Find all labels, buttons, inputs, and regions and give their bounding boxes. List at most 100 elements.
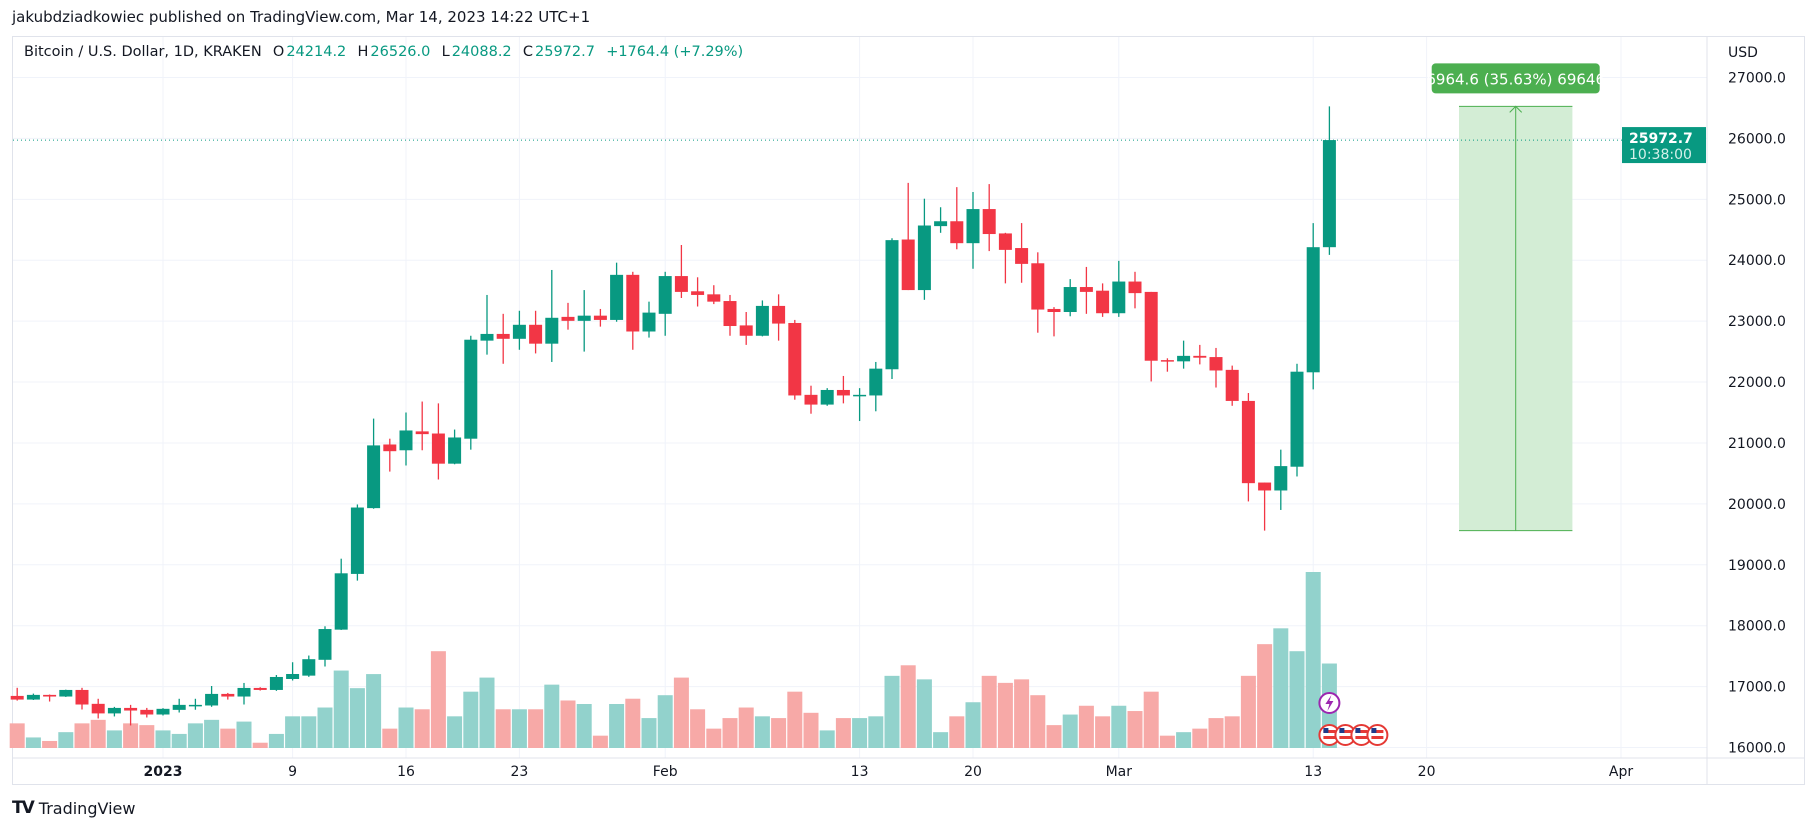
candle[interactable] (367, 418, 381, 509)
candle[interactable] (593, 308, 607, 327)
candle[interactable] (205, 685, 219, 707)
candle-body (512, 324, 526, 339)
us-flag-event-icon[interactable] (1366, 724, 1389, 746)
candle[interactable] (237, 682, 251, 705)
candle[interactable] (172, 698, 186, 713)
candle[interactable] (755, 300, 769, 337)
candle[interactable] (1209, 347, 1223, 388)
candle[interactable] (885, 238, 899, 380)
candle[interactable] (269, 675, 283, 691)
candle[interactable] (1290, 363, 1304, 477)
time-tick-label: 2023 (144, 764, 183, 780)
candle[interactable] (91, 698, 105, 719)
candle[interactable] (124, 704, 138, 726)
candle[interactable] (59, 689, 73, 697)
candle[interactable] (901, 182, 915, 291)
candle[interactable] (917, 198, 931, 300)
candle[interactable] (75, 687, 89, 710)
candle[interactable] (626, 271, 640, 350)
candle[interactable] (350, 504, 364, 581)
candle[interactable] (739, 312, 753, 345)
tradingview-logo[interactable]: TV TradingView (12, 798, 135, 818)
volume-bar (754, 716, 770, 748)
candle[interactable] (221, 692, 235, 700)
volume-bar (884, 675, 900, 748)
candle[interactable] (998, 232, 1012, 284)
candle[interactable] (1063, 279, 1077, 317)
candle[interactable] (448, 429, 462, 465)
candle[interactable] (577, 290, 591, 352)
candle[interactable] (26, 693, 40, 701)
close-label: C (522, 44, 533, 60)
candle[interactable] (723, 294, 737, 336)
candle[interactable] (950, 187, 964, 250)
candle[interactable] (140, 707, 154, 718)
candle[interactable] (188, 698, 202, 710)
candle[interactable] (804, 385, 818, 414)
candle[interactable] (691, 277, 705, 307)
candle[interactable] (431, 403, 445, 480)
candle[interactable] (1112, 260, 1126, 317)
candle[interactable] (658, 271, 672, 336)
candle[interactable] (1079, 266, 1093, 314)
candle[interactable] (642, 301, 656, 338)
us-flag-event-icon[interactable] (1350, 724, 1373, 746)
us-flag-event-icon[interactable] (1334, 724, 1357, 746)
candle[interactable] (1128, 271, 1142, 309)
candle[interactable] (869, 361, 883, 412)
candle[interactable] (610, 262, 624, 322)
volume-bar (236, 721, 252, 748)
volume-bar (835, 718, 851, 748)
candle[interactable] (1160, 358, 1174, 372)
candle[interactable] (383, 438, 397, 472)
candle[interactable] (415, 401, 429, 451)
candle[interactable] (674, 245, 688, 298)
candle[interactable] (1322, 106, 1336, 255)
candle[interactable] (334, 558, 348, 630)
candle[interactable] (1096, 283, 1110, 317)
candle[interactable] (10, 687, 24, 701)
candle[interactable] (545, 269, 559, 362)
candle-body (399, 430, 413, 451)
candle[interactable] (480, 294, 494, 355)
candle[interactable] (934, 207, 948, 233)
candle[interactable] (820, 388, 834, 406)
candle-body (691, 291, 705, 295)
candle[interactable] (788, 319, 802, 400)
candle[interactable] (529, 310, 543, 354)
candle[interactable] (1274, 449, 1288, 510)
candle[interactable] (772, 294, 786, 341)
candle[interactable] (399, 412, 413, 466)
candle[interactable] (512, 310, 526, 350)
candle[interactable] (966, 192, 980, 269)
candle[interactable] (853, 388, 867, 422)
candle[interactable] (318, 626, 332, 667)
candle[interactable] (1015, 223, 1029, 283)
candle[interactable] (836, 375, 850, 404)
price-tick-label: 19000.0 (1728, 558, 1786, 574)
candle[interactable] (1193, 344, 1207, 365)
candle[interactable] (561, 302, 575, 330)
candle[interactable] (253, 687, 267, 691)
candle[interactable] (1031, 252, 1045, 333)
candle[interactable] (464, 335, 478, 450)
candle[interactable] (286, 662, 300, 681)
candle[interactable] (156, 708, 170, 716)
symbol-name[interactable]: Bitcoin / U.S. Dollar, 1D, KRAKEN (24, 44, 262, 60)
candle[interactable] (1144, 291, 1158, 382)
candle[interactable] (496, 313, 510, 364)
candle[interactable] (1258, 482, 1272, 531)
candle[interactable] (982, 184, 996, 252)
candle-body (707, 294, 721, 302)
candle[interactable] (1225, 365, 1239, 406)
candle[interactable] (1306, 223, 1320, 390)
candle[interactable] (107, 706, 121, 717)
flag-stripe (1355, 736, 1368, 739)
candle[interactable] (302, 655, 316, 677)
candle[interactable] (707, 285, 721, 305)
candle[interactable] (1047, 307, 1061, 337)
candle[interactable] (1241, 393, 1255, 502)
candle[interactable] (43, 694, 57, 702)
candle[interactable] (1177, 340, 1191, 369)
